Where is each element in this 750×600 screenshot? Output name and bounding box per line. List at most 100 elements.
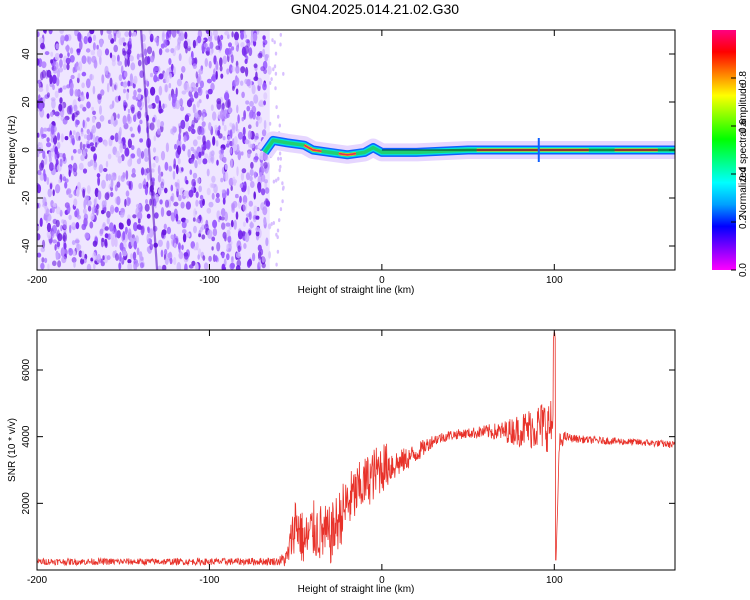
noise-speckle <box>130 62 136 71</box>
noise-speckle <box>86 134 91 141</box>
noise-speckle <box>201 146 205 155</box>
noise-speckle <box>93 198 97 205</box>
noise-speckle <box>128 228 132 238</box>
noise-speckle <box>233 136 238 146</box>
colorbar-label: Normalized spectral amplitude <box>738 82 749 217</box>
noise-speckle <box>118 262 122 270</box>
noise-speckle <box>223 124 227 132</box>
noise-speckle <box>55 219 60 228</box>
noise-speckle <box>275 105 278 110</box>
noise-speckle <box>187 125 192 132</box>
noise-speckle <box>124 31 130 37</box>
noise-speckle <box>41 61 47 69</box>
noise-speckle <box>140 167 145 176</box>
noise-speckle <box>66 44 70 53</box>
noise-speckle <box>229 262 235 270</box>
noise-speckle <box>181 244 184 251</box>
noise-speckle <box>54 146 58 155</box>
noise-speckle <box>101 179 106 189</box>
noise-speckle <box>110 135 115 141</box>
noise-speckle <box>259 99 264 106</box>
noise-speckle <box>129 126 133 132</box>
noise-speckle <box>95 121 102 129</box>
noise-speckle <box>74 239 80 244</box>
noise-speckle <box>245 100 250 105</box>
noise-speckle <box>224 92 230 101</box>
noise-speckle <box>157 265 163 270</box>
noise-speckle <box>65 57 71 65</box>
noise-speckle <box>206 168 210 177</box>
noise-speckle <box>86 91 89 100</box>
noise-speckle <box>132 251 137 261</box>
noise-speckle <box>133 240 137 250</box>
noise-speckle <box>139 251 143 260</box>
noise-speckle <box>106 82 110 93</box>
noise-speckle <box>39 37 44 44</box>
noise-speckle <box>220 34 224 41</box>
noise-speckle <box>184 31 188 40</box>
noise-speckle <box>173 242 177 249</box>
noise-speckle <box>71 222 76 227</box>
noise-speckle <box>104 233 109 239</box>
noise-speckle <box>83 134 88 139</box>
noise-speckle <box>236 104 239 114</box>
noise-speckle <box>136 247 140 256</box>
noise-speckle <box>192 217 196 222</box>
noise-speckle <box>81 55 87 64</box>
noise-speckle <box>76 77 80 84</box>
noise-speckle <box>124 70 128 78</box>
noise-speckle <box>169 257 173 265</box>
noise-speckle <box>37 132 40 138</box>
noise-speckle <box>94 142 98 148</box>
noise-speckle <box>237 150 242 161</box>
noise-speckle <box>237 245 241 253</box>
noise-speckle <box>262 167 267 172</box>
noise-speckle <box>269 81 272 85</box>
noise-speckle <box>159 199 163 205</box>
noise-speckle <box>274 51 278 56</box>
noise-speckle <box>58 152 64 158</box>
noise-speckle <box>208 60 212 69</box>
spectrogram-x-ticks: -200 -100 0 100 <box>27 30 563 286</box>
noise-speckle <box>128 30 132 38</box>
noise-speckle <box>195 218 200 223</box>
noise-speckle <box>184 114 190 122</box>
noise-speckle <box>212 30 218 37</box>
noise-speckle <box>111 59 116 67</box>
noise-speckle <box>192 172 198 179</box>
noise-speckle <box>40 71 44 81</box>
noise-speckle <box>175 213 179 222</box>
noise-speckle <box>122 50 127 56</box>
noise-speckle <box>48 30 53 35</box>
noise-speckle <box>261 262 266 269</box>
noise-speckle <box>100 30 104 36</box>
noise-speckle <box>255 144 258 150</box>
noise-speckle <box>114 119 119 126</box>
noise-speckle <box>87 36 92 44</box>
noise-speckle <box>184 219 189 224</box>
noise-speckle <box>100 261 105 267</box>
noise-speckle <box>116 181 121 188</box>
noise-speckle <box>39 217 43 227</box>
noise-speckle <box>51 231 55 239</box>
noise-speckle <box>109 52 113 59</box>
noise-speckle <box>226 188 230 196</box>
noise-speckle <box>185 201 191 210</box>
snr-xtick-label: -200 <box>27 575 47 586</box>
noise-speckle <box>184 263 188 270</box>
noise-speckle <box>125 170 129 180</box>
noise-speckle <box>226 229 231 237</box>
noise-speckle <box>114 237 118 248</box>
noise-speckle <box>192 63 197 69</box>
noise-speckle <box>75 222 80 230</box>
noise-speckle <box>51 74 57 85</box>
noise-speckle <box>171 125 175 136</box>
noise-speckle <box>124 198 127 208</box>
noise-speckle <box>249 222 255 229</box>
noise-speckle <box>37 169 42 176</box>
noise-speckle <box>201 224 206 230</box>
noise-speckle <box>226 68 230 75</box>
noise-speckle <box>224 31 230 36</box>
noise-speckle <box>250 33 254 44</box>
noise-speckle <box>212 228 218 237</box>
